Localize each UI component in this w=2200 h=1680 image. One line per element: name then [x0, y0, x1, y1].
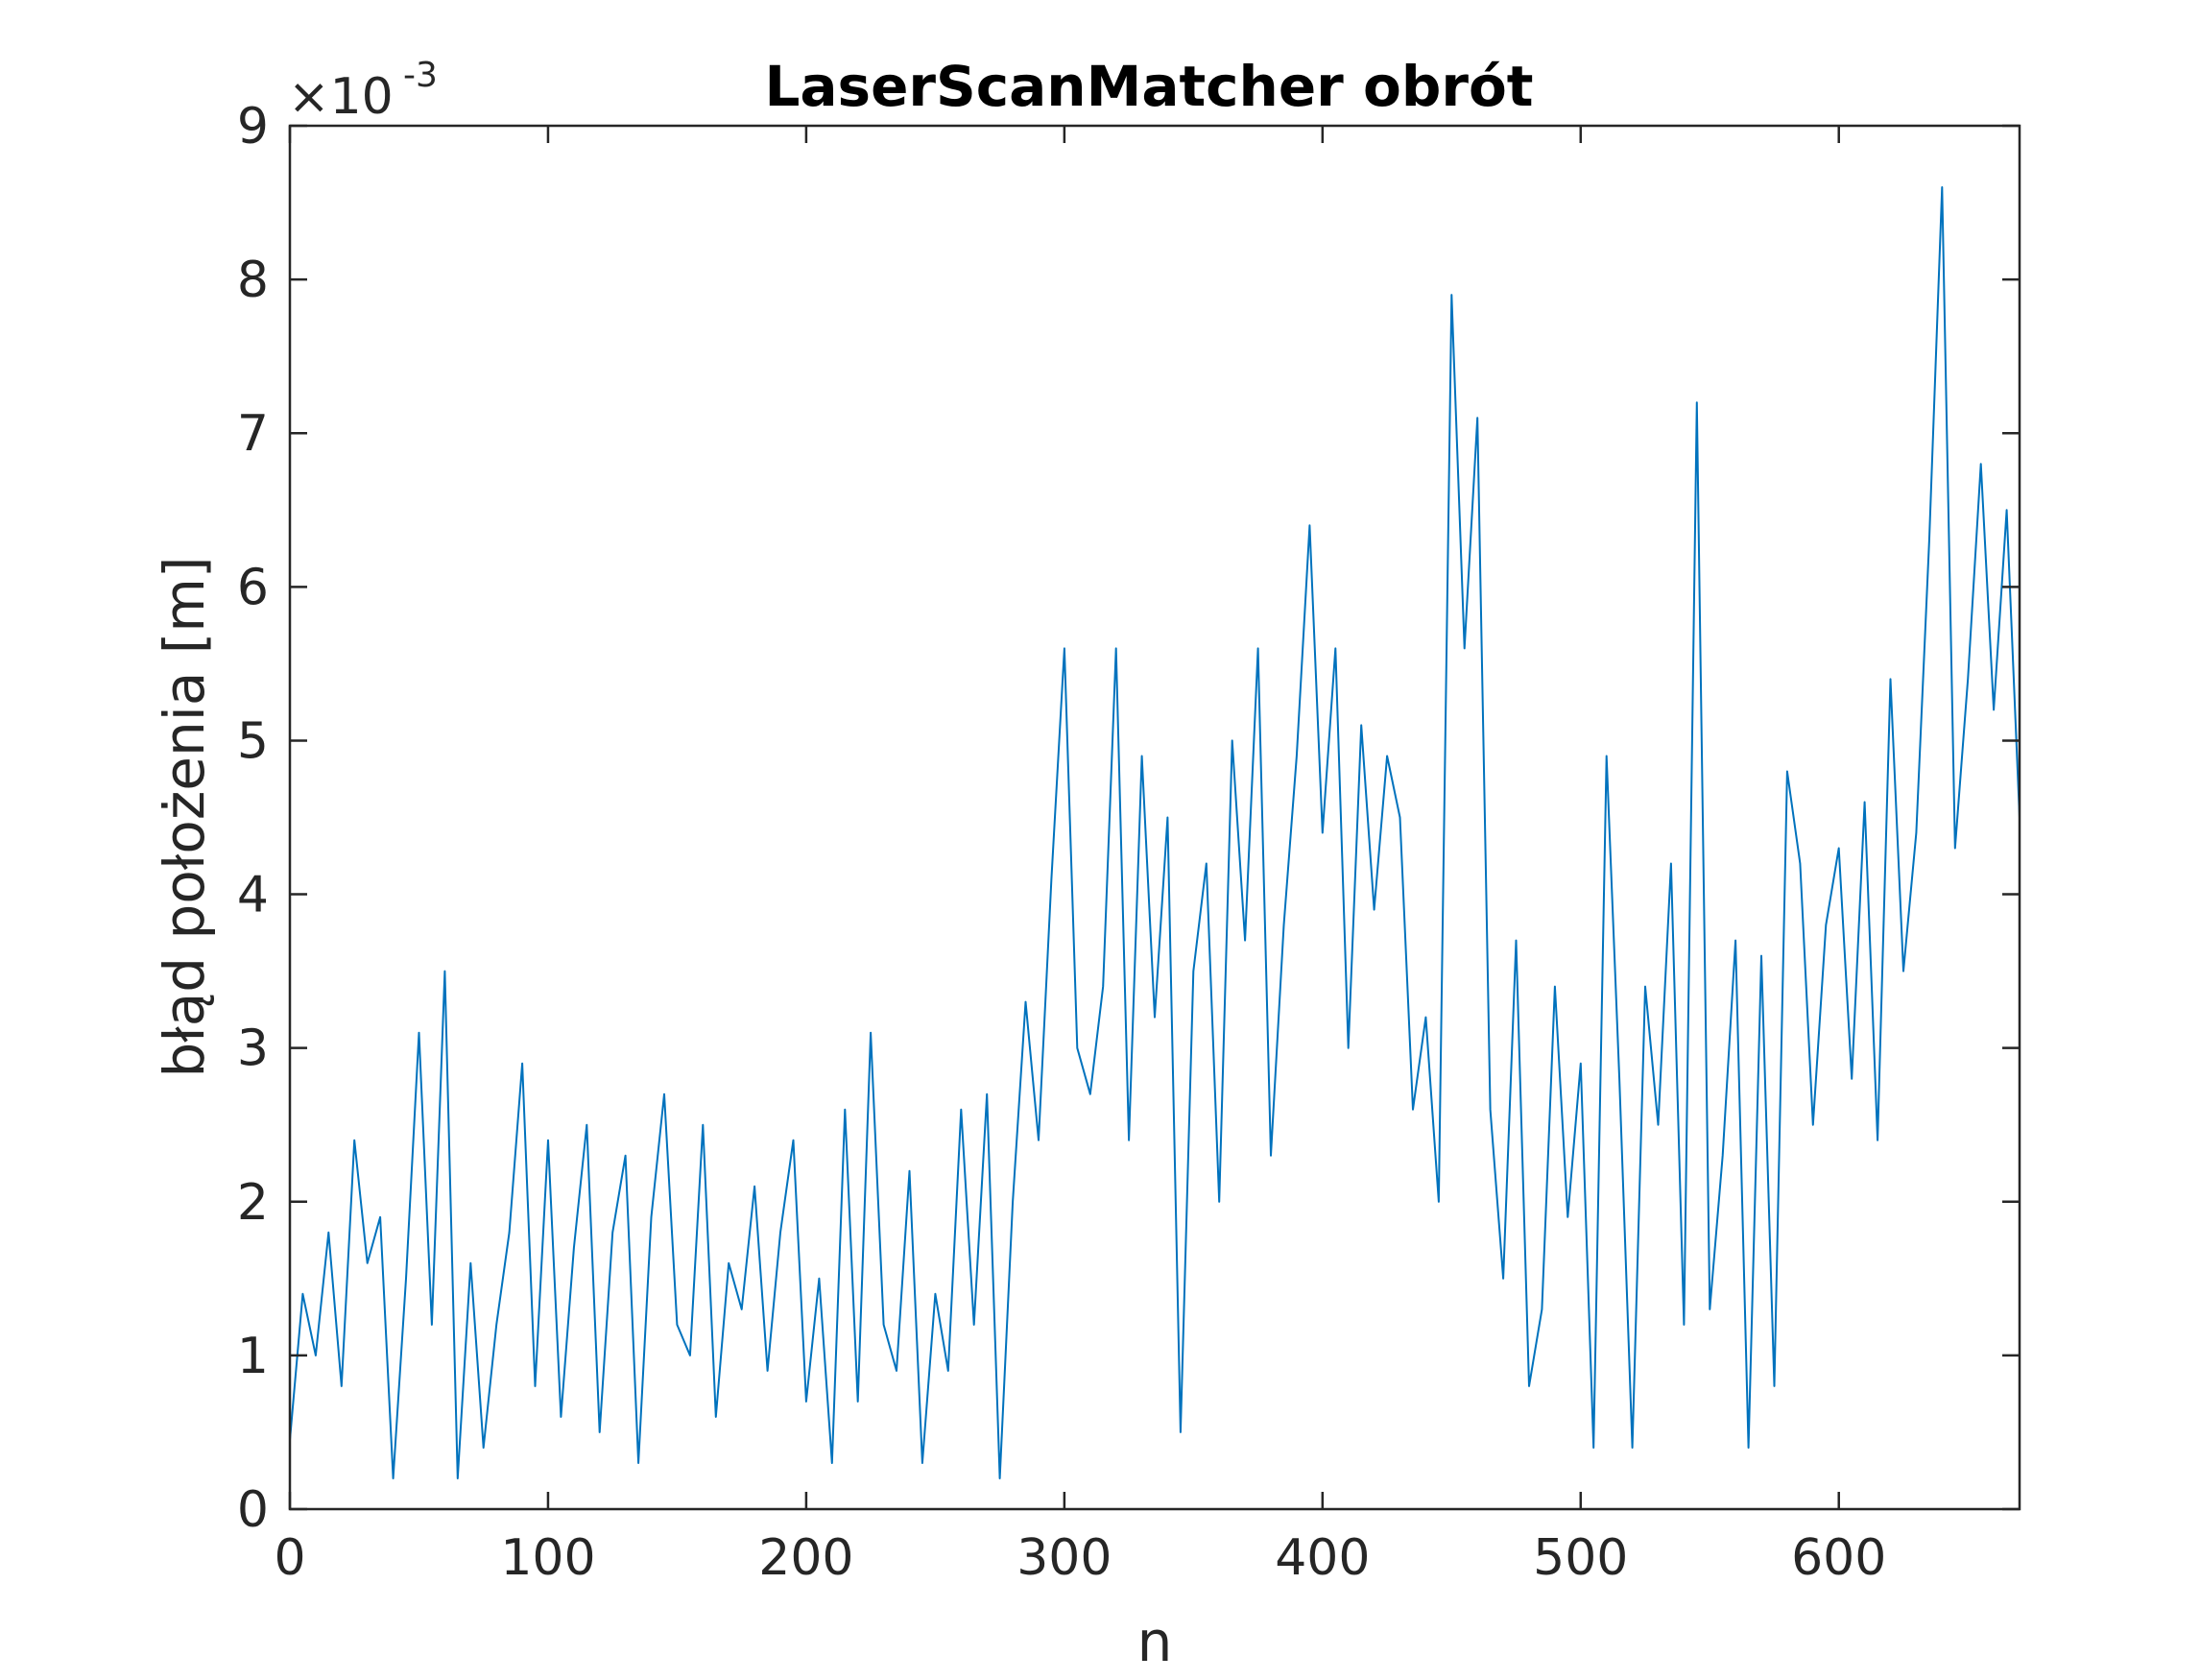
chart-title: LaserScanMatcher obrót — [764, 54, 1533, 119]
y-axis-ticks: 0 1 2 3 4 5 6 7 8 9 — [237, 98, 2020, 1539]
x-tick-label: 400 — [1275, 1529, 1370, 1587]
y-tick-label: 5 — [237, 712, 269, 770]
y-multiplier-exponent: -3 — [403, 56, 438, 95]
svg-text:×10: ×10 — [288, 68, 394, 126]
x-tick-label: 200 — [758, 1529, 853, 1587]
y-multiplier-base: ×10 — [288, 68, 394, 126]
x-tick-label: 100 — [500, 1529, 595, 1587]
y-tick-label: 0 — [237, 1481, 269, 1539]
y-axis-label: błąd położenia [m] — [152, 556, 217, 1077]
x-tick-label: 500 — [1533, 1529, 1628, 1587]
series-layer — [289, 186, 2021, 1479]
y-tick-label: 1 — [237, 1328, 269, 1385]
x-axis-label: n — [1137, 1609, 1173, 1674]
y-tick-label: 9 — [237, 98, 269, 156]
y-tick-label: 6 — [237, 559, 269, 616]
y-tick-label: 2 — [237, 1174, 269, 1232]
y-axis-multiplier: ×10 -3 — [288, 56, 438, 126]
y-tick-label: 3 — [237, 1020, 269, 1078]
plot-area — [290, 126, 2020, 1509]
x-axis-ticks: 0 100 200 300 400 500 600 — [274, 126, 1886, 1587]
x-tick-label: 300 — [1016, 1529, 1112, 1587]
y-tick-label: 7 — [237, 405, 269, 463]
x-tick-label: 600 — [1791, 1529, 1886, 1587]
plot-frame — [288, 124, 2021, 1511]
series-line-0 — [289, 186, 2021, 1479]
x-tick-label: 0 — [274, 1529, 305, 1587]
y-tick-label: 4 — [237, 867, 269, 924]
y-tick-label: 8 — [237, 252, 269, 309]
